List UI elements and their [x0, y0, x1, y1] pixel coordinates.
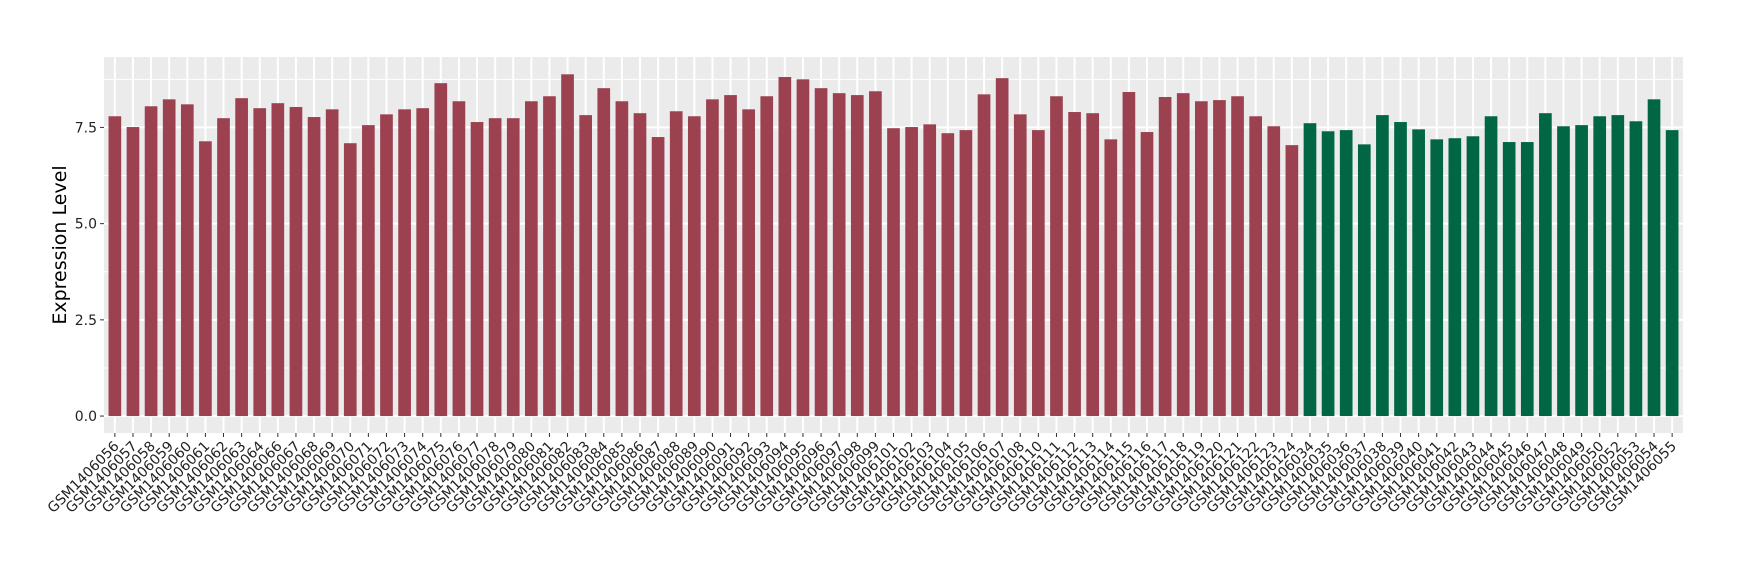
bar-GSM1406086: [633, 113, 647, 417]
bar-GSM1406037: [1357, 144, 1371, 417]
bar-GSM1406091: [724, 95, 737, 417]
bar-GSM1406076: [452, 101, 466, 417]
bar-GSM1406053: [1629, 121, 1643, 417]
bar-GSM1406040: [1412, 129, 1425, 417]
bar-GSM1406060: [180, 104, 194, 417]
bar-GSM1406039: [1394, 122, 1407, 417]
bar-GSM1406117: [1158, 97, 1172, 417]
bar-GSM1406064: [253, 108, 267, 417]
bar-GSM1406061: [199, 141, 212, 417]
bar-GSM1406098: [850, 95, 864, 417]
bar-GSM1406083: [579, 115, 593, 417]
bar-GSM1406104: [941, 133, 955, 417]
bar-GSM1406093: [760, 96, 774, 417]
bar-GSM1406069: [325, 109, 339, 417]
bar-GSM1406096: [814, 88, 828, 417]
bar-GSM1406047: [1539, 113, 1552, 417]
bar-GSM1406080: [525, 101, 538, 417]
bar-GSM1406041: [1430, 139, 1444, 417]
bar-GSM1406077: [470, 122, 484, 417]
bar-GSM1406050: [1593, 116, 1607, 417]
bar-GSM1406042: [1448, 138, 1462, 417]
bar-GSM1406075: [434, 83, 448, 417]
y-tick-label: 2.5: [75, 313, 97, 329]
bar-GSM1406094: [778, 77, 792, 417]
bar-GSM1406119: [1194, 101, 1208, 417]
bar-GSM1406035: [1321, 131, 1335, 417]
bar-GSM1406092: [742, 109, 755, 417]
bar-GSM1406087: [651, 137, 665, 417]
bar-GSM1406081: [543, 96, 556, 417]
bar-GSM1406052: [1611, 115, 1625, 417]
bars: [108, 74, 1679, 417]
bar-GSM1406084: [597, 88, 611, 417]
bar-GSM1406054: [1647, 99, 1661, 417]
bar-GSM1406067: [289, 107, 303, 417]
bar-GSM1406101: [887, 128, 900, 417]
bar-GSM1406078: [488, 118, 502, 417]
bar-GSM1406071: [362, 125, 375, 417]
bar-GSM1406034: [1303, 123, 1317, 417]
bar-GSM1406036: [1339, 130, 1353, 417]
bar-GSM1406095: [796, 79, 810, 417]
y-tick-label: 0.0: [75, 409, 97, 425]
bar-GSM1406123: [1267, 126, 1281, 417]
bar-GSM1406110: [1032, 130, 1045, 417]
bar-GSM1406056: [108, 116, 122, 417]
bar-GSM1406097: [832, 93, 846, 417]
bar-GSM1406043: [1466, 136, 1480, 417]
bar-GSM1406106: [977, 94, 991, 417]
bar-GSM1406102: [905, 127, 918, 417]
bar-GSM1406090: [706, 99, 719, 417]
bar-GSM1406066: [271, 103, 285, 417]
y-tick-label: 5.0: [75, 217, 97, 233]
bar-GSM1406057: [126, 127, 140, 417]
bar-GSM1406099: [869, 91, 882, 417]
bar-GSM1406073: [398, 109, 411, 417]
bar-GSM1406044: [1484, 116, 1498, 417]
bar-GSM1406113: [1086, 113, 1100, 417]
bar-GSM1406107: [995, 78, 1009, 417]
y-axis: 0.0 2.5 5.0 7.5: [75, 120, 104, 425]
bar-GSM1406112: [1068, 112, 1081, 417]
bar-GSM1406085: [615, 101, 629, 417]
bar-GSM1406046: [1520, 142, 1534, 417]
bar-GSM1406070: [343, 143, 357, 417]
bar-GSM1406049: [1575, 125, 1588, 417]
bar-GSM1406074: [416, 108, 430, 417]
bar-GSM1406082: [561, 74, 574, 417]
bar-GSM1406118: [1176, 93, 1190, 417]
bar-GSM1406122: [1249, 116, 1262, 417]
bar-GSM1406103: [923, 124, 937, 417]
y-axis-title: Expression Level: [49, 165, 71, 324]
bar-GSM1406115: [1122, 92, 1136, 417]
bar-GSM1406089: [687, 116, 701, 417]
bar-GSM1406079: [506, 118, 520, 417]
bar-GSM1406105: [959, 130, 973, 417]
bar-GSM1406058: [144, 106, 158, 417]
bar-GSM1406062: [217, 118, 230, 417]
bar-GSM1406055: [1665, 130, 1679, 417]
bar-GSM1406124: [1285, 145, 1299, 417]
bar-GSM1406121: [1231, 96, 1244, 417]
bar-GSM1406045: [1502, 142, 1516, 417]
bar-GSM1406116: [1140, 132, 1154, 417]
bar-GSM1406038: [1376, 115, 1389, 417]
bar-GSM1406068: [307, 117, 321, 417]
bar-GSM1406048: [1557, 126, 1570, 417]
bar-GSM1406088: [669, 111, 683, 417]
bar-GSM1406111: [1050, 96, 1063, 417]
bar-GSM1406108: [1013, 114, 1027, 417]
bar-GSM1406059: [162, 99, 176, 417]
bar-GSM1406120: [1213, 100, 1226, 417]
bar-GSM1406114: [1104, 139, 1118, 417]
bar-GSM1406063: [235, 98, 248, 417]
x-axis: GSM1406056GSM1406057GSM1406058GSM1406059…: [45, 433, 1680, 516]
bar-GSM1406072: [380, 114, 393, 417]
y-tick-label: 7.5: [75, 120, 97, 136]
